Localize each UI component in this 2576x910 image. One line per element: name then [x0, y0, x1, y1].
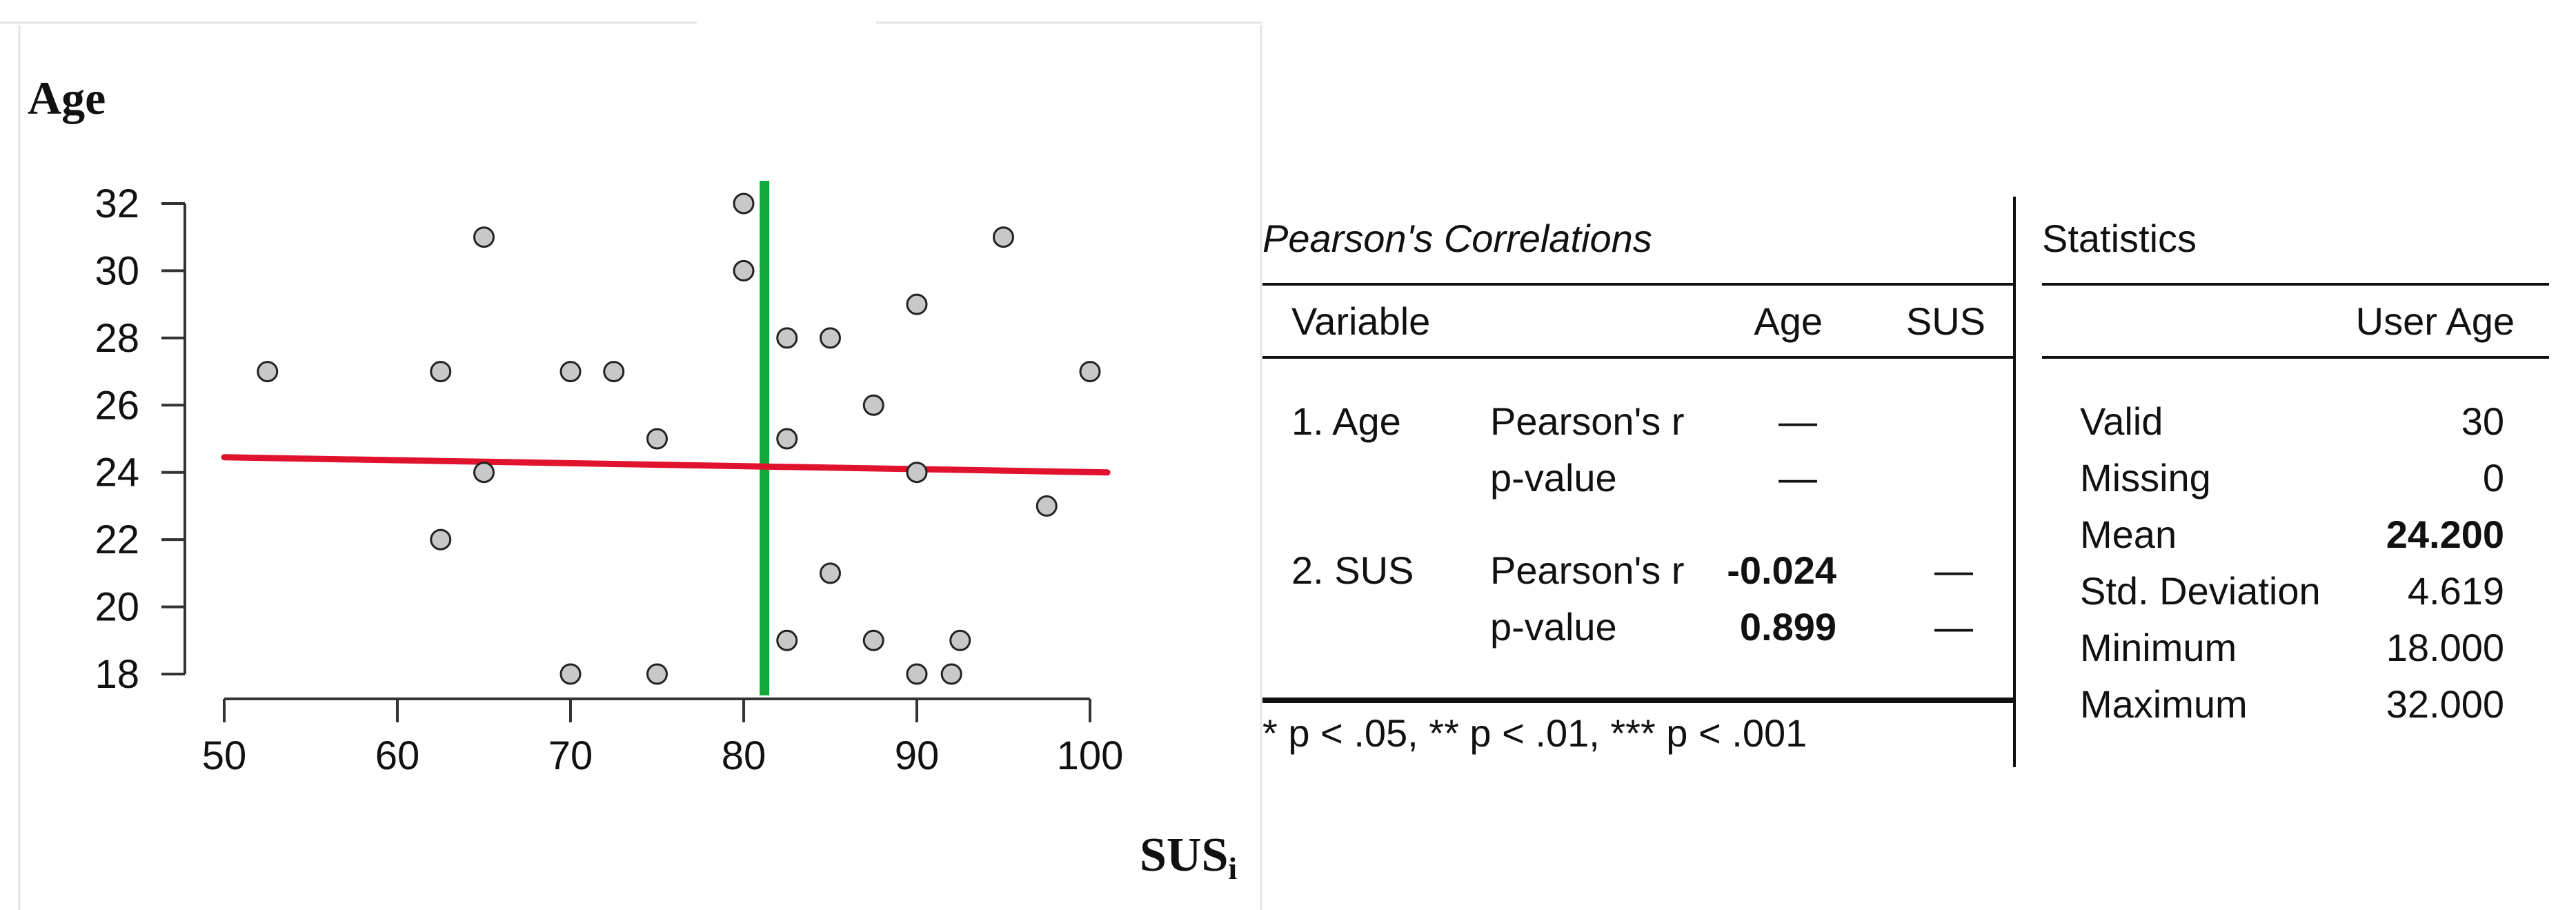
corr-row-age: -0.024	[1727, 548, 1836, 592]
y-tick-label: 28	[95, 316, 139, 361]
data-point	[862, 394, 884, 416]
data-point	[646, 663, 668, 685]
data-point	[776, 327, 798, 349]
data-point	[559, 663, 582, 685]
stats-row-value: 30	[2461, 399, 2504, 443]
stats-row-value: 4.619	[2408, 569, 2504, 613]
x-tick-label: 70	[548, 733, 593, 778]
regression-line	[221, 454, 1111, 476]
data-point	[733, 259, 755, 281]
data-point	[646, 428, 668, 450]
corr-row-age: —	[1779, 399, 1817, 443]
data-point	[820, 562, 841, 584]
scatter-chart: Age 18 20 22 24 26 28 30 32 50 60 70 80 90 100 SUSi	[0, 0, 1262, 910]
corr-header-sus: SUS	[1906, 299, 1985, 343]
stats-row-value: 18.000	[2386, 626, 2504, 669]
stats-row-value: 32.000	[2386, 682, 2504, 726]
stats-row-value: 0	[2483, 456, 2504, 499]
data-point	[906, 293, 928, 315]
data-point	[430, 361, 452, 383]
x-tick-label: 100	[1057, 733, 1124, 778]
corr-header-age: Age	[1754, 299, 1823, 343]
data-point	[862, 629, 884, 651]
y-tick-label: 30	[95, 248, 139, 293]
stats-row-label: Valid	[2080, 399, 2163, 443]
corr-row-sus: —	[1934, 548, 1973, 592]
correlations-title: Pearson's Correlations	[1262, 217, 1652, 260]
data-point	[473, 462, 495, 484]
y-tick-label: 18	[95, 652, 139, 697]
data-point	[559, 361, 582, 383]
data-point	[257, 361, 279, 383]
data-point	[940, 663, 962, 685]
x-tick-label: 50	[202, 733, 247, 778]
y-tick-label: 22	[95, 517, 139, 562]
stats-tables: Pearson's Correlations Variable Age SUS …	[1262, 197, 2549, 767]
corr-row-var: 1. Age	[1291, 399, 1401, 443]
data-point	[1036, 495, 1058, 517]
x-tick-label: 80	[722, 733, 766, 778]
corr-row-var: 2. SUS	[1291, 548, 1414, 592]
data-point	[949, 629, 971, 651]
x-tick-label: 90	[895, 733, 940, 778]
stats-row-label: Std. Deviation	[2080, 569, 2321, 613]
x-tick-label: 60	[375, 733, 420, 778]
data-point	[1079, 361, 1101, 383]
data-point	[906, 663, 928, 685]
corr-row-age: —	[1779, 456, 1817, 499]
corr-row-stat: p-value	[1490, 605, 1617, 649]
data-point	[776, 428, 798, 450]
corr-row-sus: —	[1934, 605, 1973, 649]
corr-header-variable: Variable	[1291, 299, 1430, 343]
corr-footnote: * p < .05, ** p < .01, *** p < .001	[1262, 711, 1807, 755]
stats-row-label: Mean	[2080, 513, 2177, 556]
stats-row-label: Minimum	[2080, 626, 2237, 669]
y-tick-label: 26	[95, 383, 139, 428]
data-point	[776, 629, 798, 651]
statistics-title: Statistics	[2042, 217, 2197, 260]
stats-row-label: Missing	[2080, 456, 2211, 499]
stats-row-value: 24.200	[2386, 513, 2504, 556]
corr-row-age: 0.899	[1740, 605, 1836, 649]
data-point	[906, 462, 928, 484]
data-point	[733, 192, 755, 215]
corr-row-stat: Pearson's r	[1490, 548, 1684, 592]
x-axis-title: SUSi	[1140, 829, 1237, 886]
corr-row-stat: p-value	[1490, 456, 1617, 499]
data-point	[993, 226, 1014, 248]
corr-row-stat: Pearson's r	[1490, 399, 1684, 443]
data-point	[430, 528, 452, 551]
y-axis-title: Age	[28, 72, 106, 124]
y-tick-label: 32	[95, 181, 139, 226]
data-point	[820, 327, 841, 349]
stats-row-label: Maximum	[2080, 682, 2248, 726]
data-point	[473, 226, 495, 248]
stats-header: User Age	[2356, 299, 2515, 343]
y-tick-label: 24	[95, 451, 139, 495]
y-tick-label: 20	[95, 585, 139, 630]
data-point	[603, 361, 625, 383]
